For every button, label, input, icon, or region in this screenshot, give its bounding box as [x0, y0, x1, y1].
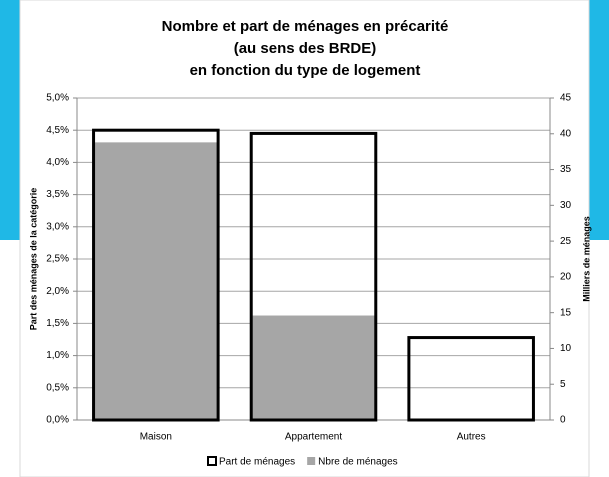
- bar: [92, 128, 220, 422]
- y2-tick-label: 40: [560, 128, 572, 139]
- y2-tick-label: 45: [560, 93, 572, 104]
- y-tick-label: 4,5%: [46, 125, 69, 136]
- y-tick-label: 5,0%: [46, 93, 69, 104]
- y-tick-label: 2,0%: [46, 286, 69, 297]
- y-tick-label: 4,0%: [46, 157, 69, 168]
- y-tick-label: 0,0%: [46, 415, 69, 426]
- y2-tick-label: 5: [560, 379, 566, 390]
- y-tick-label: 1,5%: [46, 318, 69, 329]
- y2-tick-label: 10: [560, 343, 572, 354]
- bar: [407, 336, 535, 422]
- y2-tick-label: 35: [560, 164, 572, 175]
- y-axis-title: Part des ménages de la catégorie: [28, 188, 38, 331]
- chart-title: Nombre et part de ménages en précarité: [162, 18, 449, 35]
- chart-title: en fonction du type de logement: [190, 62, 421, 79]
- y-tick-label: 1,0%: [46, 350, 69, 361]
- chart-title: (au sens des BRDE): [234, 40, 377, 57]
- y2-tick-label: 25: [560, 236, 572, 247]
- bar: [251, 315, 376, 420]
- legend-label: Part de ménages: [219, 457, 295, 468]
- y2-tick-label: 30: [560, 200, 572, 211]
- x-tick-label: Appartement: [285, 432, 342, 443]
- legend-label: Nbre de ménages: [318, 457, 398, 468]
- bar: [249, 131, 378, 422]
- x-tick-label: Maison: [140, 432, 172, 443]
- legend-swatch: [307, 457, 316, 465]
- y2-tick-label: 0: [560, 415, 566, 426]
- y2-tick-label: 15: [560, 307, 572, 318]
- legend-swatch: [207, 456, 217, 466]
- y-tick-label: 0,5%: [46, 382, 69, 393]
- y-tick-label: 2,5%: [46, 254, 69, 265]
- y2-tick-label: 20: [560, 272, 572, 283]
- y-tick-label: 3,0%: [46, 221, 69, 232]
- y2-axis-title: Milliers de ménages: [581, 216, 591, 302]
- y-tick-label: 3,5%: [46, 189, 69, 200]
- bar: [93, 142, 219, 420]
- x-tick-label: Autres: [457, 432, 486, 443]
